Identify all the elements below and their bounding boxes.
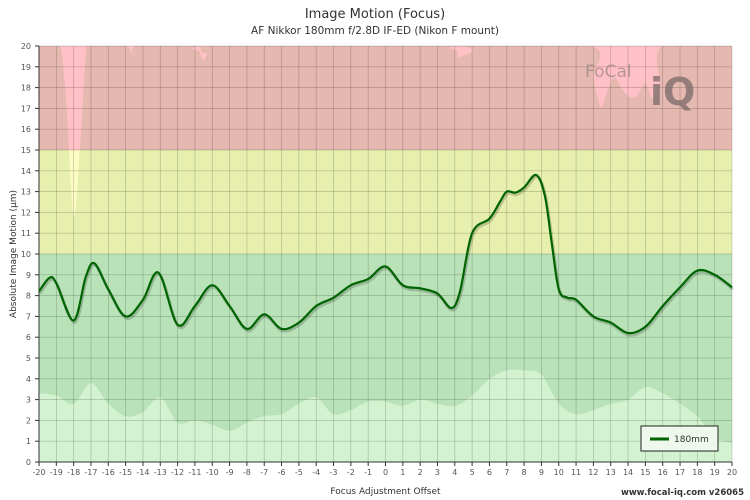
logo-text-iq: iQ — [650, 70, 695, 114]
x-tick-label: -11 — [188, 468, 201, 477]
y-tick-label: 13 — [21, 188, 31, 197]
x-tick-label: 17 — [675, 468, 685, 477]
legend-label: 180mm — [674, 435, 709, 445]
logo-text: FoCal — [585, 62, 632, 82]
y-tick-label: 5 — [26, 354, 31, 363]
series-line-180mm — [38, 173, 733, 335]
y-axis-label: Absolute Image Motion (µm) — [9, 190, 19, 318]
x-tick-label: 1 — [400, 468, 405, 477]
x-tick-label: -2 — [347, 468, 355, 477]
y-tick-label: 9 — [26, 271, 31, 280]
x-tick-label: -5 — [295, 468, 303, 477]
x-tick-label: 5 — [470, 468, 475, 477]
x-tick-label: 8 — [522, 468, 527, 477]
y-tick-label: 1 — [26, 437, 31, 446]
upper-envelope-area-yellow — [69, 150, 80, 217]
y-tick-label: 18 — [21, 84, 31, 93]
y-tick-label: 2 — [26, 416, 31, 425]
y-tick-label: 20 — [21, 42, 31, 51]
x-tick-label: 20 — [727, 468, 737, 477]
x-tick-label: -17 — [84, 468, 97, 477]
legend: 180mm — [640, 425, 719, 452]
x-tick-label: -12 — [171, 468, 184, 477]
x-tick-label: -19 — [50, 468, 63, 477]
footer-text: www.focal-iq.com v26065 — [620, 488, 744, 498]
x-tick-label: -16 — [102, 468, 115, 477]
y-tick-label: 8 — [26, 292, 31, 301]
x-tick-label: -6 — [278, 468, 286, 477]
y-tick-label: 3 — [26, 396, 31, 405]
x-tick-label: 3 — [435, 468, 440, 477]
x-tick-label: -20 — [32, 468, 45, 477]
chart-subtitle: AF Nikkor 180mm f/2.8D IF-ED (Nikon F mo… — [251, 25, 499, 37]
y-tick-label: 15 — [21, 146, 31, 155]
y-tick-label: 14 — [21, 167, 31, 176]
x-tick-label: -15 — [119, 468, 132, 477]
x-tick-label: 11 — [571, 468, 581, 477]
x-tick-label: -3 — [330, 468, 338, 477]
x-tick-label: -1 — [364, 468, 372, 477]
x-tick-label: 2 — [418, 468, 423, 477]
y-tick-label: 17 — [21, 104, 31, 113]
x-axis-label: Focus Adjustment Offset — [330, 487, 441, 497]
x-tick-label: -7 — [260, 468, 268, 477]
x-tick-label: -9 — [226, 468, 234, 477]
x-tick-label: 14 — [623, 468, 633, 477]
x-tick-label: -10 — [206, 468, 219, 477]
x-tick-label: 4 — [452, 468, 457, 477]
y-tick-label: 6 — [26, 333, 31, 342]
y-tick-label: 10 — [21, 250, 31, 259]
y-tick-label: 19 — [21, 63, 31, 72]
x-tick-label: 16 — [658, 468, 668, 477]
x-tick-label: 0 — [383, 468, 388, 477]
y-tick-label: 11 — [21, 229, 31, 238]
x-tick-label: 15 — [640, 468, 650, 477]
x-tick-label: 10 — [554, 468, 564, 477]
zone-marginal — [39, 150, 732, 254]
x-tick-label: -14 — [136, 468, 149, 477]
x-tick-label: 6 — [487, 468, 492, 477]
x-tick-label: 12 — [588, 468, 598, 477]
x-tick-label: 19 — [710, 468, 720, 477]
x-tick-label: -13 — [154, 468, 167, 477]
x-tick-label: -18 — [67, 468, 80, 477]
chart-title: Image Motion (Focus) — [304, 7, 446, 22]
y-tick-label: 16 — [21, 125, 31, 134]
y-tick-label: 4 — [26, 375, 31, 384]
y-tick-label: 12 — [21, 208, 31, 217]
lower-envelope-area — [39, 369, 732, 462]
x-tick-label: 13 — [606, 468, 616, 477]
x-tick-label: 18 — [692, 468, 702, 477]
y-tick-label: 0 — [26, 458, 31, 467]
series-shadow — [38, 175, 734, 337]
y-tick-label: 7 — [26, 312, 31, 321]
x-tick-label: 7 — [504, 468, 509, 477]
focal-iq-logo: FoCal iQ — [585, 62, 695, 114]
x-tick-label: 9 — [539, 468, 544, 477]
x-tick-label: -8 — [243, 468, 251, 477]
x-tick-label: -4 — [312, 468, 320, 477]
